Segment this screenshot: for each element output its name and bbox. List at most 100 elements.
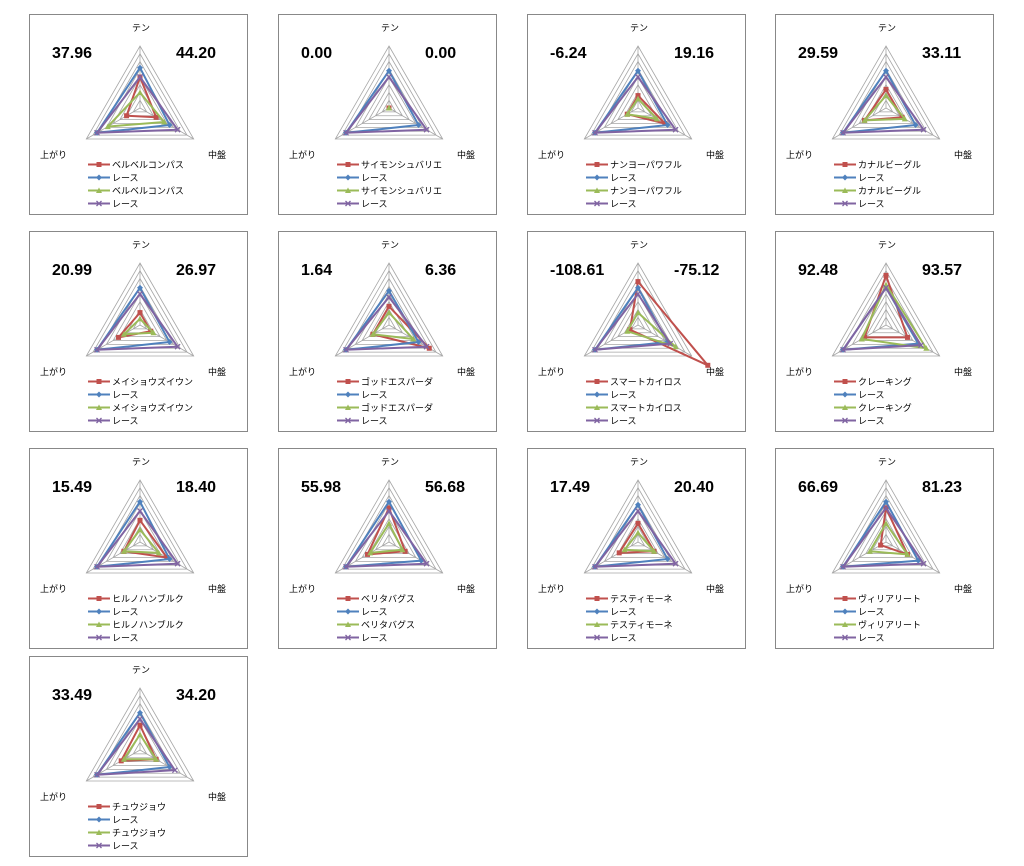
axis-spoke [139, 749, 194, 782]
legend-swatch [337, 634, 359, 641]
left-value: 55.98 [301, 479, 342, 496]
legend-item: クレーキング [834, 401, 912, 414]
left-value: 33.49 [52, 687, 93, 704]
data-point [592, 129, 599, 136]
data-point [423, 343, 430, 350]
axis-spoke [139, 107, 194, 140]
data-point [120, 548, 127, 554]
legend-marker [96, 596, 102, 601]
legend-item: レース [88, 414, 193, 427]
legend-marker [96, 187, 102, 193]
legend-label: レース [858, 174, 885, 184]
legend-swatch [834, 634, 856, 641]
radar-plot [85, 479, 195, 574]
legend-swatch [88, 162, 110, 167]
data-point [635, 279, 641, 285]
data-point [651, 548, 658, 554]
grid-ring [610, 76, 666, 124]
legend-label: ヒルノハンブルク [112, 621, 184, 631]
data-point [423, 560, 430, 567]
legend: クレーキング レース クレーキング レース [834, 375, 912, 427]
axis-label: 上がり [40, 151, 68, 161]
legend-marker [842, 634, 848, 641]
legend-marker [345, 608, 351, 615]
data-point [635, 74, 641, 80]
data-point [920, 126, 927, 133]
legend-swatch [337, 404, 359, 410]
legend-swatch [586, 596, 608, 601]
legend-marker [842, 608, 848, 615]
data-point [423, 126, 430, 133]
data-point [153, 114, 159, 120]
series-line [628, 280, 709, 367]
series-line [122, 519, 168, 559]
grid-ring [590, 269, 686, 353]
grid-ring [617, 83, 659, 121]
legend-swatch [834, 621, 856, 627]
radar-chart-panel: 15.49 18.40 テン 中盤 上がり ヒルノハンブルク レース ヒルノハンブルク レース [29, 448, 248, 649]
data-point [592, 563, 599, 570]
data-point [104, 123, 111, 130]
legend-marker [96, 804, 102, 809]
legend: ベリタバグス レース ベリタバグス レース [337, 592, 415, 644]
legend-marker [96, 842, 102, 849]
axis-label: 上がり [538, 151, 566, 161]
axis-label: テン [131, 24, 150, 34]
axis-spoke [637, 324, 692, 357]
legend-swatch [337, 174, 359, 181]
axis-label: 上がり [538, 368, 566, 378]
legend-swatch [586, 404, 608, 410]
data-point [883, 504, 889, 511]
axis-label: 中盤 [457, 151, 476, 161]
legend-label: ゴッドエスパーダ [361, 404, 434, 414]
data-point [635, 520, 641, 526]
left-value: 37.96 [52, 45, 93, 62]
grid-ring [831, 262, 941, 357]
radar-plot [831, 262, 941, 357]
grid-ring [838, 486, 934, 570]
series-line [345, 296, 428, 351]
legend-label: ベリタバグス [361, 595, 416, 605]
axis-label: テン [629, 458, 648, 468]
grid-ring [85, 479, 195, 574]
axis-spoke [885, 541, 940, 574]
axis-label: テン [380, 458, 399, 468]
data-point [343, 563, 350, 570]
legend-item: ベルベルコンパス [88, 158, 184, 171]
data-point [635, 501, 641, 508]
series-line [594, 293, 672, 351]
legend-swatch [88, 187, 110, 193]
legend-label: チュウジョウ [112, 803, 167, 813]
legend-item: カナルビーグル [834, 158, 921, 171]
series-line [96, 293, 179, 351]
right-value: 33.11 [922, 45, 962, 62]
grid-ring [381, 99, 397, 113]
data-point [137, 310, 143, 316]
data-point [840, 129, 847, 136]
legend-marker [96, 174, 102, 181]
legend-marker [345, 596, 351, 601]
series-line [868, 522, 909, 556]
left-value: 15.49 [52, 479, 93, 496]
legend-swatch [834, 391, 856, 398]
legend-swatch [88, 174, 110, 181]
legend-swatch [834, 608, 856, 615]
series-line [626, 311, 677, 348]
legend-item: ヒルノハンブルク [88, 592, 184, 605]
data-point [150, 329, 157, 336]
series-line [125, 76, 158, 119]
grid-ring [92, 269, 188, 353]
data-point [840, 346, 847, 353]
data-point [120, 756, 127, 762]
legend-label: ベルベルコンパス [112, 187, 184, 197]
data-point [118, 758, 124, 764]
legend-label: ヴィリアリート [858, 621, 922, 631]
axis-label: テン [131, 241, 150, 251]
legend-label: カナルビーグル [858, 161, 922, 171]
data-point [883, 86, 889, 92]
legend-label: レース [858, 200, 885, 210]
grid-ring [630, 533, 646, 547]
legend-marker [96, 621, 102, 627]
legend-marker [842, 391, 848, 398]
legend-label: レース [858, 634, 885, 644]
